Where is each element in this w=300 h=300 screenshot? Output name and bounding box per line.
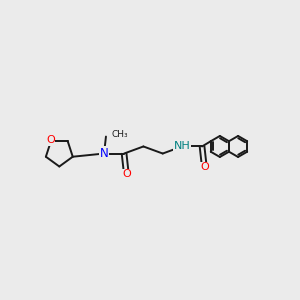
Text: N: N <box>100 147 108 160</box>
Text: O: O <box>46 136 55 146</box>
Text: O: O <box>200 162 209 172</box>
Text: O: O <box>122 169 131 179</box>
Text: NH: NH <box>174 142 190 152</box>
Text: CH₃: CH₃ <box>111 130 128 139</box>
